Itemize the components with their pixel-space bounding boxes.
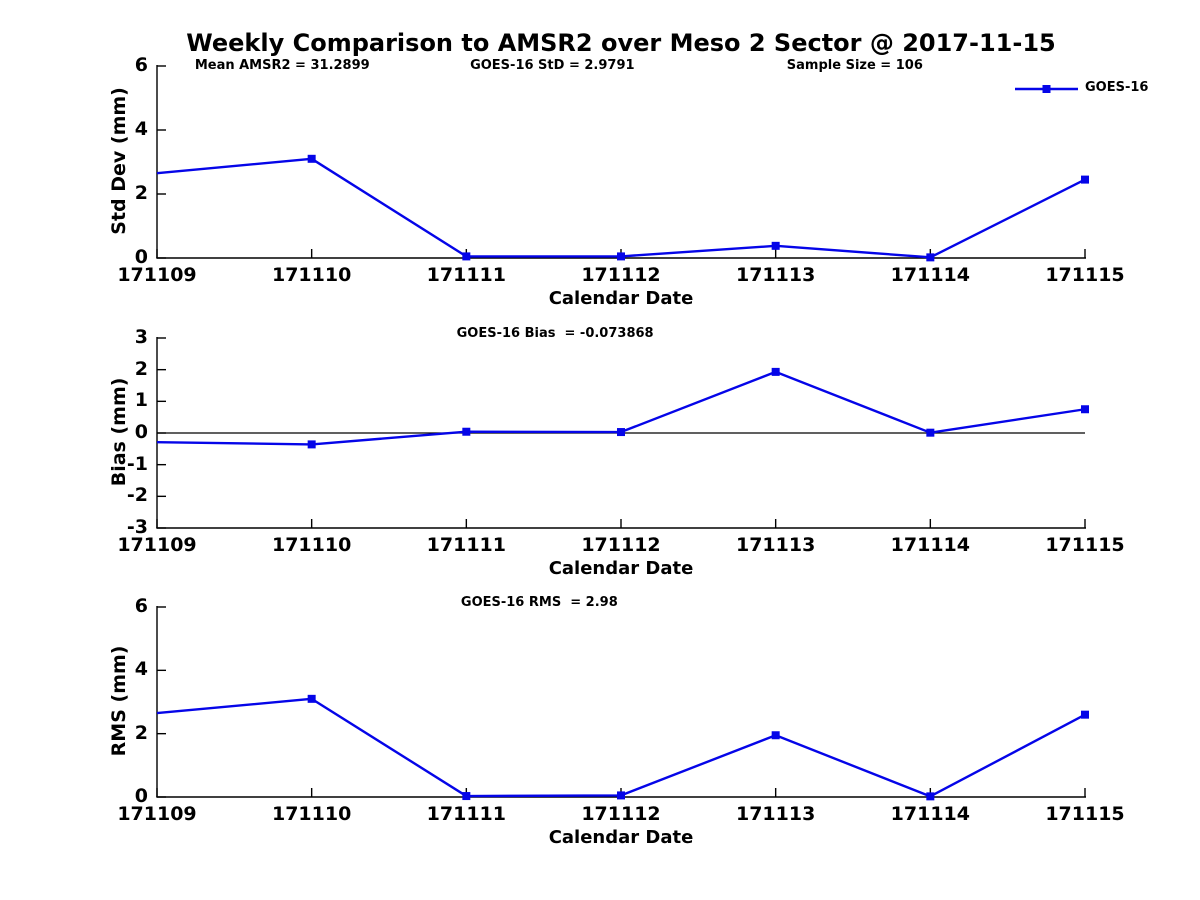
data-point-marker [1081, 405, 1089, 414]
y-tick-label: 0 [134, 421, 148, 443]
y-axis-label: Std Dev (mm) [108, 87, 131, 235]
x-tick-label: 171113 [735, 803, 816, 825]
legend-marker [1042, 85, 1051, 93]
data-point-marker [307, 154, 316, 163]
data-point-marker [771, 367, 780, 376]
x-tick-label: 171111 [426, 803, 506, 825]
y-axis-label: RMS (mm) [108, 645, 131, 757]
annotation: GOES-16 StD = 2.9791 [470, 58, 635, 73]
x-tick-label: 171112 [581, 803, 661, 825]
data-point-marker [617, 791, 625, 800]
y-tick-label: 3 [134, 326, 148, 348]
data-point-marker [462, 252, 471, 261]
x-axis-label: Calendar Date [548, 288, 694, 309]
y-tick-label: 4 [134, 118, 148, 140]
y-tick-label: 1 [134, 389, 148, 412]
data-point-marker [617, 252, 625, 261]
y-tick-label: 0 [134, 246, 148, 268]
x-tick-label: 171109 [117, 534, 197, 556]
data-point-marker [462, 427, 471, 436]
y-tick-label: 0 [134, 785, 148, 807]
data-point-marker [926, 253, 935, 262]
data-point-marker [771, 241, 780, 250]
data-point-marker [1081, 175, 1089, 184]
series-line [156, 157, 1086, 259]
x-tick-label: 171114 [890, 534, 970, 556]
x-tick-label: 171112 [581, 264, 661, 286]
y-tick-label: 6 [134, 595, 148, 617]
chart-title: Weekly Comparison to AMSR2 over Meso 2 S… [186, 29, 1056, 57]
y-tick-label: -3 [126, 516, 148, 538]
y-tick-label: 6 [134, 54, 148, 76]
legend-label: GOES-16 [1085, 80, 1149, 95]
x-tick-label: 171111 [426, 264, 506, 286]
annotation: GOES-16 RMS = 2.98 [460, 595, 618, 610]
x-tick-label: 171109 [117, 264, 197, 286]
x-tick-label: 171110 [271, 534, 352, 556]
x-tick-label: 171115 [1045, 803, 1125, 825]
y-tick-label: -1 [126, 452, 148, 475]
data-point-marker [1081, 710, 1089, 719]
data-point-marker [926, 792, 935, 801]
x-axis-label: Calendar Date [548, 827, 694, 848]
x-tick-label: 171115 [1045, 534, 1125, 556]
x-axis-label: Calendar Date [548, 558, 694, 579]
data-point-marker [307, 440, 316, 449]
x-tick-label: 171113 [735, 534, 816, 556]
x-tick-label: 171114 [890, 264, 970, 286]
x-tick-label: 171112 [581, 534, 661, 556]
y-tick-label: -2 [126, 484, 148, 507]
y-axis-label: Bias (mm) [108, 377, 131, 487]
series-line [156, 697, 1086, 798]
x-tick-label: 171113 [735, 264, 816, 286]
x-tick-label: 171115 [1045, 264, 1125, 286]
x-tick-label: 171110 [271, 803, 352, 825]
x-tick-label: 171114 [890, 803, 970, 825]
x-tick-label: 171109 [117, 803, 197, 825]
x-tick-label: 171110 [271, 264, 352, 286]
data-point-marker [771, 731, 780, 740]
data-point-marker [307, 694, 316, 703]
annotation: Sample Size = 106 [786, 58, 923, 73]
y-tick-label: 4 [134, 658, 148, 681]
y-tick-label: 2 [134, 182, 148, 204]
y-tick-label: 2 [134, 357, 148, 380]
x-tick-label: 171111 [426, 534, 506, 556]
data-point-marker [926, 428, 935, 437]
data-point-marker [462, 792, 471, 801]
annotation: GOES-16 Bias = -0.073868 [456, 326, 654, 341]
data-point-marker [617, 428, 625, 437]
annotation: Mean AMSR2 = 31.2899 [194, 58, 370, 73]
y-tick-label: 2 [134, 721, 148, 744]
